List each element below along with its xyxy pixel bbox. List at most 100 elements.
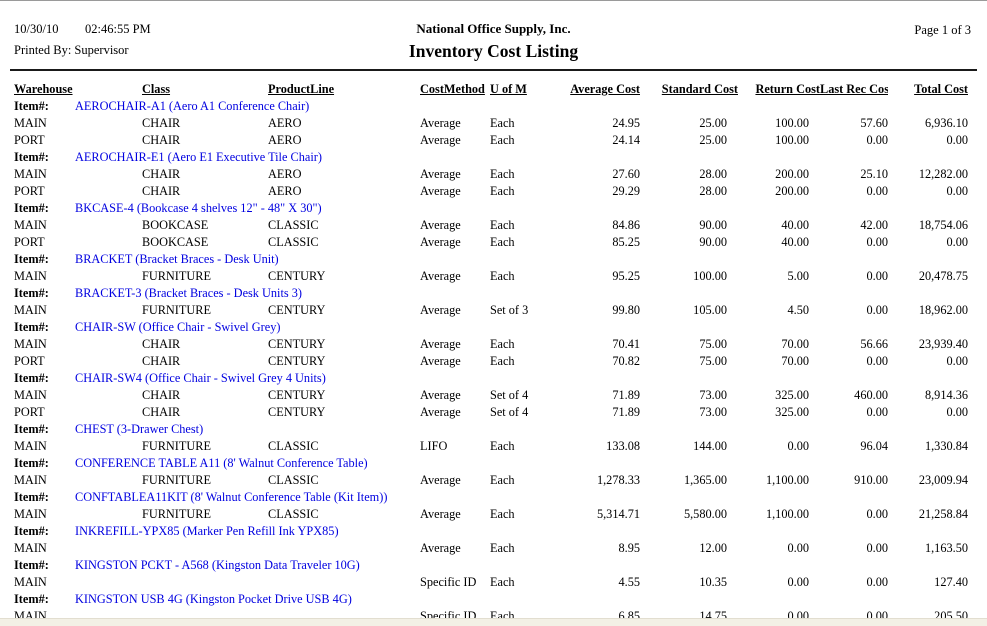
cell-warehouse: MAIN xyxy=(14,507,47,521)
cell-lastrec-cost: 96.04 xyxy=(860,439,888,453)
cell-lastrec-cost: 0.00 xyxy=(866,354,888,368)
cell-avg-cost: 71.89 xyxy=(612,388,640,402)
cell-uofm: Each xyxy=(490,439,515,453)
cell-return-cost: 40.00 xyxy=(781,218,809,232)
cell-productline: CENTURY xyxy=(268,405,326,419)
cell-std-cost: 5,580.00 xyxy=(683,507,727,521)
item-number-link[interactable]: CHAIR-SW4 (Office Chair - Swivel Grey 4 … xyxy=(75,371,326,385)
column-header-costmethod: CostMethod xyxy=(420,81,490,98)
item-number-link[interactable]: CONFERENCE TABLE A11 (8' Walnut Conferen… xyxy=(75,456,368,470)
cell-warehouse: MAIN xyxy=(14,218,47,232)
cell-productline: CENTURY xyxy=(268,354,326,368)
cell-lastrec-cost: 0.00 xyxy=(866,541,888,555)
cell-productline: CENTURY xyxy=(268,388,326,402)
item-number-link[interactable]: KINGSTON USB 4G (Kingston Pocket Drive U… xyxy=(75,592,352,606)
cell-lastrec-cost: 42.00 xyxy=(860,218,888,232)
cell-class: CHAIR xyxy=(142,388,181,402)
cell-warehouse: MAIN xyxy=(14,167,47,181)
item-number-link[interactable]: CONFTABLEA11KIT (8' Walnut Conference Ta… xyxy=(75,490,388,504)
cell-uofm: Each xyxy=(490,575,515,589)
cell-avg-cost: 84.86 xyxy=(612,218,640,232)
column-header-label: ProductLine xyxy=(268,82,335,96)
data-row: MAIN FURNITURE CENTURY Average Set of 3 99.80… xyxy=(14,302,968,319)
cell-std-cost: 144.00 xyxy=(693,439,727,453)
data-row: MAIN FURNITURE CLASSIC LIFO Each 133.08 144.00… xyxy=(14,438,968,455)
cell-costmethod: Average xyxy=(420,354,461,368)
item-number-link[interactable]: AEROCHAIR-A1 (Aero A1 Conference Chair) xyxy=(75,99,310,113)
item-number-link[interactable]: KINGSTON PCKT - A568 (Kingston Data Trav… xyxy=(75,558,360,572)
cell-class: BOOKCASE xyxy=(142,218,209,232)
item-row: Item#: CHAIR-SW (Office Chair - Swivel Gr… xyxy=(14,319,968,336)
item-number-label: Item#: xyxy=(14,371,49,385)
column-header-avg-cost: Average Cost xyxy=(545,81,640,98)
cell-productline: CENTURY xyxy=(268,303,326,317)
cell-lastrec-cost: 0.00 xyxy=(866,133,888,147)
column-header-total-cost: Total Cost xyxy=(888,81,968,98)
item-row: Item#: CONFTABLEA11KIT (8' Walnut Confere… xyxy=(14,489,968,506)
cell-total-cost: 127.40 xyxy=(934,575,968,589)
column-header-class: Class xyxy=(142,81,268,98)
cell-return-cost: 1,100.00 xyxy=(765,473,809,487)
cell-lastrec-cost: 0.00 xyxy=(866,405,888,419)
cell-std-cost: 90.00 xyxy=(699,218,727,232)
cell-return-cost: 70.00 xyxy=(781,337,809,351)
cell-uofm: Set of 3 xyxy=(490,303,529,317)
item-row: Item#: CHAIR-SW4 (Office Chair - Swivel G… xyxy=(14,370,968,387)
cell-std-cost: 100.00 xyxy=(693,269,727,283)
item-number-link[interactable]: AEROCHAIR-E1 (Aero E1 Executive Tile Cha… xyxy=(75,150,322,164)
cell-return-cost: 4.50 xyxy=(787,303,809,317)
cell-warehouse: PORT xyxy=(14,184,45,198)
cell-uofm: Set of 4 xyxy=(490,388,529,402)
cell-uofm: Each xyxy=(490,184,515,198)
item-number-link[interactable]: BKCASE-4 (Bookcase 4 shelves 12" - 48" X… xyxy=(75,201,322,215)
cell-warehouse: MAIN xyxy=(14,269,47,283)
data-row: PORT BOOKCASE CLASSIC Average Each 85.25 90.00… xyxy=(14,234,968,251)
cell-costmethod: Average xyxy=(420,184,461,198)
cell-class: CHAIR xyxy=(142,337,181,351)
cell-avg-cost: 71.89 xyxy=(612,405,640,419)
cell-productline: CLASSIC xyxy=(268,235,319,249)
item-number-link[interactable]: INKREFILL-YPX85 (Marker Pen Refill Ink Y… xyxy=(75,524,339,538)
cell-total-cost: 18,962.00 xyxy=(918,303,968,317)
item-number-link[interactable]: CHEST (3-Drawer Chest) xyxy=(75,422,204,436)
data-row: MAIN CHAIR CENTURY Average Set of 4 71.89 73.0… xyxy=(14,387,968,404)
cell-uofm: Each xyxy=(490,337,515,351)
cell-uofm: Each xyxy=(490,473,515,487)
cell-std-cost: 25.00 xyxy=(699,116,727,130)
cell-avg-cost: 5,314.71 xyxy=(596,507,640,521)
cell-class: CHAIR xyxy=(142,184,181,198)
cell-total-cost: 0.00 xyxy=(946,235,968,249)
cell-total-cost: 0.00 xyxy=(946,354,968,368)
cell-lastrec-cost: 57.60 xyxy=(860,116,888,130)
cell-total-cost: 6,936.10 xyxy=(924,116,968,130)
column-header-return-cost: Return Cost xyxy=(738,81,820,98)
cell-costmethod: Average xyxy=(420,218,461,232)
cell-productline: AERO xyxy=(268,184,302,198)
cell-warehouse: MAIN xyxy=(14,541,47,555)
cell-return-cost: 100.00 xyxy=(775,116,809,130)
column-header-label: Return Cost xyxy=(755,82,820,96)
cell-avg-cost: 27.60 xyxy=(612,167,640,181)
column-header-label: CostMethod xyxy=(420,82,485,96)
item-number-label: Item#: xyxy=(14,490,49,504)
table-header-row: Warehouse Class ProductLine CostMethod U of … xyxy=(14,81,968,98)
cell-return-cost: 70.00 xyxy=(781,354,809,368)
item-number-link[interactable]: BRACKET-3 (Bracket Braces - Desk Units 3… xyxy=(75,286,302,300)
item-row: Item#: INKREFILL-YPX85 (Marker Pen Refill… xyxy=(14,523,968,540)
cell-warehouse: PORT xyxy=(14,405,45,419)
report-header: 10/30/10 02:46:55 PM Printed By: Supervi… xyxy=(0,1,987,71)
data-row: MAIN FURNITURE CLASSIC Average Each 1,278.33 1… xyxy=(14,472,968,489)
item-number-link[interactable]: CHAIR-SW (Office Chair - Swivel Grey) xyxy=(75,320,281,334)
cell-lastrec-cost: 0.00 xyxy=(866,184,888,198)
column-header-productline: ProductLine xyxy=(268,81,420,98)
cell-uofm: Each xyxy=(490,507,515,521)
cell-total-cost: 1,163.50 xyxy=(924,541,968,555)
printed-by: Printed By: Supervisor xyxy=(14,43,129,57)
item-number-link[interactable]: BRACKET (Bracket Braces - Desk Unit) xyxy=(75,252,279,266)
item-row: Item#: BKCASE-4 (Bookcase 4 shelves 12" -… xyxy=(14,200,968,217)
cell-return-cost: 325.00 xyxy=(775,388,809,402)
cell-total-cost: 0.00 xyxy=(946,133,968,147)
cell-return-cost: 200.00 xyxy=(775,184,809,198)
data-row: PORT CHAIR CENTURY Average Each 70.82 75.00 70.… xyxy=(14,353,968,370)
cell-productline: AERO xyxy=(268,167,302,181)
